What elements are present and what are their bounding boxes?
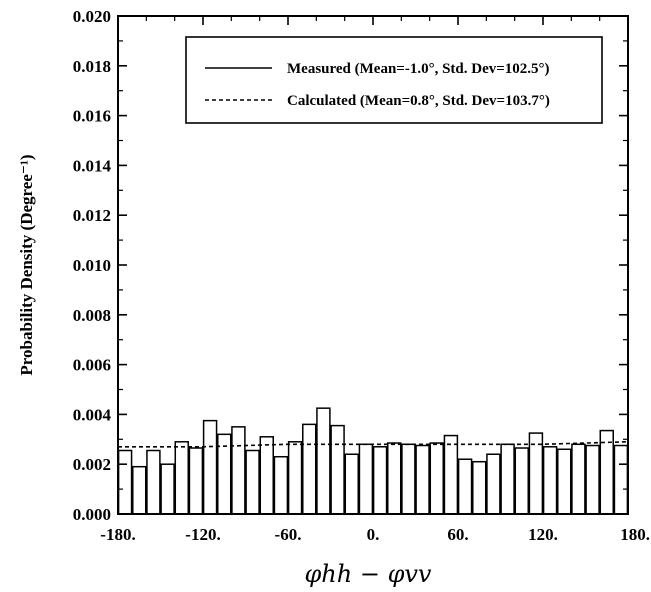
histogram-bar (160, 463, 175, 515)
histogram-bar (443, 434, 459, 515)
histogram-bar (372, 446, 388, 515)
legend-box (185, 36, 603, 124)
y-tick-label: 0.000 (73, 505, 111, 524)
histogram-bar (174, 441, 189, 515)
y-tick-label: 0.014 (73, 156, 112, 175)
x-tick-label: -120. (185, 525, 220, 544)
y-axis: 0.000 0.002 0.004 0.006 0.008 0.010 0.012 0.014… (73, 7, 628, 524)
legend: Measured (Mean=-1.0°, Std. Dev=102.5°) C… (185, 36, 603, 124)
histogram-bar (146, 449, 161, 515)
histogram-bar (132, 465, 147, 515)
x-tick-label: 180. (620, 525, 650, 544)
y-tick-label: 0.018 (73, 57, 111, 76)
histogram-bar (287, 441, 303, 515)
histogram-bar (330, 424, 345, 515)
histogram-bar (585, 444, 600, 515)
histogram-bar (613, 444, 629, 515)
y-tick-label: 0.012 (73, 206, 111, 225)
histogram-bar (528, 432, 544, 515)
histogram-bar (344, 453, 359, 515)
histogram-bar (188, 447, 204, 515)
histogram-bar (500, 443, 515, 515)
x-tick-label: -180. (100, 525, 135, 544)
x-tick-label: 60. (447, 525, 468, 544)
histogram-bar (472, 460, 487, 515)
y-tick-label: 0.004 (73, 405, 112, 424)
y-tick-label: 0.016 (73, 107, 111, 126)
histogram-bar (514, 447, 529, 515)
y-tick-label: 0.008 (73, 306, 111, 325)
histogram-bar (401, 443, 416, 515)
y-tick-label: 0.006 (73, 356, 111, 375)
histogram-bar (457, 458, 473, 515)
histogram-bar (415, 444, 430, 515)
x-axis: -180. -120. -60. 0. 60. 120. 180. (100, 16, 650, 544)
y-axis-label: Probability Density (Degree⁻¹) (17, 154, 36, 375)
legend-calculated-label: Calculated (Mean=0.8°, Std. Dev=103.7°) (287, 93, 550, 109)
x-axis-label: φhh − φvv (304, 560, 431, 588)
calculated-series-line (118, 440, 629, 448)
x-tick-label: 120. (528, 525, 558, 544)
y-tick-label: 0.020 (73, 7, 111, 26)
y-tick-label: 0.002 (73, 455, 111, 474)
histogram-bar (542, 446, 558, 515)
x-tick-label: 0. (367, 525, 380, 544)
histogram-bar (245, 449, 260, 515)
histogram-bar (387, 442, 402, 515)
histogram-bar (557, 448, 572, 515)
calculated-line-layer (118, 440, 629, 448)
histogram-bar (259, 436, 274, 515)
histogram-bar (302, 423, 317, 515)
histogram-bar (117, 449, 133, 515)
histogram-bars (117, 407, 629, 515)
histogram-bar (231, 426, 246, 515)
legend-measured-label: Measured (Mean=-1.0°, Std. Dev=102.5°) (287, 61, 550, 77)
histogram-bar (429, 442, 444, 515)
x-tick-label: -60. (275, 525, 302, 544)
histogram-bar (486, 453, 501, 515)
histogram-bar (571, 443, 586, 515)
histogram-bar (202, 419, 218, 515)
histogram-bar (273, 455, 289, 515)
histogram-bar (316, 407, 331, 515)
y-tick-label: 0.010 (73, 256, 111, 275)
histogram-bar (358, 443, 374, 515)
